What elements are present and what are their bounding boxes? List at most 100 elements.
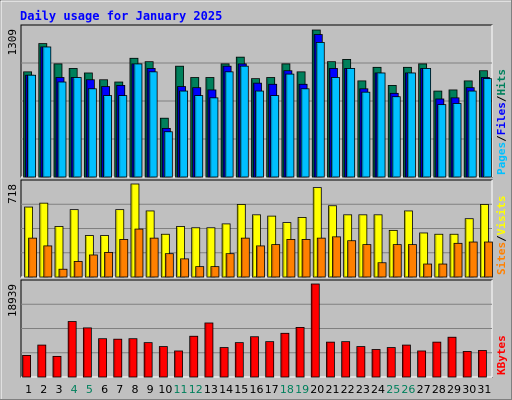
bar-pages-day-9 xyxy=(148,71,158,178)
bar-sites-day-20 xyxy=(316,237,326,278)
bar-sites-day-1 xyxy=(28,237,37,278)
bar-pages-day-19 xyxy=(300,88,310,178)
bar-kbytes-day-18 xyxy=(280,332,290,378)
bar-pages-day-6 xyxy=(103,95,112,178)
legend-entry: Visits xyxy=(495,196,508,236)
bar-pages-day-14 xyxy=(224,71,234,178)
bar-pages-day-13 xyxy=(209,97,219,178)
bar-pages-day-7 xyxy=(118,95,128,178)
bar-kbytes-day-15 xyxy=(234,342,244,378)
bar-sites-day-13 xyxy=(210,266,220,278)
bar-sites-day-4 xyxy=(73,261,83,278)
bar-kbytes-day-7 xyxy=(113,338,123,378)
panel-legend: Sites/Visits xyxy=(495,196,508,276)
x-tick-label-day-2: 2 xyxy=(40,383,47,396)
x-tick-label-day-19: 19 xyxy=(295,383,309,396)
x-tick-label-day-9: 9 xyxy=(147,383,154,396)
bar-kbytes-day-11 xyxy=(174,350,183,378)
x-tick-label-day-26: 26 xyxy=(401,383,415,396)
x-tick-label-day-17: 17 xyxy=(265,383,279,396)
bar-sites-day-3 xyxy=(58,268,68,278)
panel-scale-label: 718 xyxy=(6,184,19,204)
bar-pages-day-1 xyxy=(27,74,36,178)
legend-entry: Hits xyxy=(495,69,508,96)
x-tick-label-day-10: 10 xyxy=(158,383,172,396)
x-tick-label-day-31: 31 xyxy=(477,383,491,396)
x-tick-label-day-14: 14 xyxy=(219,383,233,396)
bar-sites-day-8 xyxy=(134,228,144,278)
bar-sites-day-14 xyxy=(225,253,235,278)
bar-pages-day-10 xyxy=(163,131,173,178)
bar-pages-day-20 xyxy=(315,42,325,178)
bar-sites-day-2 xyxy=(43,245,53,278)
bar-pages-day-24 xyxy=(376,72,386,178)
bar-kbytes-day-22 xyxy=(341,341,351,378)
bar-pages-day-16 xyxy=(255,90,264,178)
panel-scale-label: 18939 xyxy=(6,284,19,317)
bar-sites-day-22 xyxy=(347,240,357,278)
bar-sites-day-9 xyxy=(149,237,159,278)
x-tick-label-day-29: 29 xyxy=(447,383,461,396)
x-tick-label-day-8: 8 xyxy=(131,383,138,396)
bar-pages-day-12 xyxy=(194,95,204,178)
bar-kbytes-day-5 xyxy=(82,327,92,378)
bar-kbytes-day-16 xyxy=(250,336,259,378)
bar-pages-day-3 xyxy=(57,81,67,178)
bar-pages-day-30 xyxy=(467,90,477,178)
x-tick-label-day-22: 22 xyxy=(341,383,355,396)
bar-pages-day-2 xyxy=(42,46,52,178)
bar-sites-day-15 xyxy=(240,237,250,278)
x-tick-label-day-3: 3 xyxy=(55,383,62,396)
bar-pages-day-22 xyxy=(346,68,356,178)
bar-kbytes-day-17 xyxy=(265,341,275,378)
bar-kbytes-day-20 xyxy=(310,283,320,378)
legend-entry: / xyxy=(495,235,508,242)
x-tick-label-day-21: 21 xyxy=(325,383,339,396)
bar-sites-day-25 xyxy=(392,244,402,278)
bar-pages-day-31 xyxy=(483,78,492,178)
bar-kbytes-day-31 xyxy=(478,350,487,378)
x-tick-label-day-13: 13 xyxy=(204,383,218,396)
bar-pages-day-11 xyxy=(179,90,188,178)
bar-sites-day-27 xyxy=(423,263,433,278)
bar-sites-day-18 xyxy=(286,239,296,278)
bar-pages-day-21 xyxy=(331,77,340,178)
bar-kbytes-day-25 xyxy=(386,347,396,378)
x-tick-label-day-30: 30 xyxy=(462,383,476,396)
bar-kbytes-day-12 xyxy=(189,335,199,378)
x-tick-label-day-28: 28 xyxy=(432,383,446,396)
legend-entry: / xyxy=(495,135,508,142)
bar-pages-day-27 xyxy=(422,68,432,178)
bar-pages-day-15 xyxy=(239,65,249,178)
x-axis-labels: 1 2 3 4 5 6 7 8 9 10 11 12 13 14 15 16 17 18 19 20 21 22 23 24 2… xyxy=(25,383,491,396)
x-tick-label-day-7: 7 xyxy=(116,383,123,396)
bar-pages-day-25 xyxy=(391,96,401,178)
legend-entry: Sites xyxy=(495,242,508,275)
x-tick-label-day-16: 16 xyxy=(250,383,264,396)
x-tick-label-day-11: 11 xyxy=(174,383,188,396)
bar-sites-day-31 xyxy=(484,241,493,278)
x-tick-label-day-25: 25 xyxy=(386,383,400,396)
legend-entry: KBytes xyxy=(495,335,508,375)
bar-pages-day-4 xyxy=(72,77,82,178)
bar-pages-day-18 xyxy=(285,73,295,178)
bar-sites-day-28 xyxy=(438,263,448,278)
bar-sites-day-29 xyxy=(453,242,463,278)
bar-kbytes-day-29 xyxy=(447,336,457,378)
bar-sites-day-19 xyxy=(301,239,311,278)
bar-kbytes-day-4 xyxy=(67,321,77,378)
panel-visits: 718 Sites/Visits xyxy=(6,179,508,278)
bar-kbytes-day-6 xyxy=(98,338,107,378)
panel-legend: KBytes xyxy=(495,335,508,375)
bar-kbytes-day-28 xyxy=(432,341,442,378)
bar-pages-day-17 xyxy=(270,95,280,178)
bar-sites-day-23 xyxy=(362,244,372,278)
chart-title: Daily usage for January 2025 xyxy=(20,9,222,23)
x-tick-label-day-20: 20 xyxy=(310,383,324,396)
x-tick-label-day-5: 5 xyxy=(86,383,93,396)
legend-entry: Pages xyxy=(495,142,508,175)
x-tick-label-day-1: 1 xyxy=(25,383,32,396)
bar-sites-day-30 xyxy=(468,241,478,278)
